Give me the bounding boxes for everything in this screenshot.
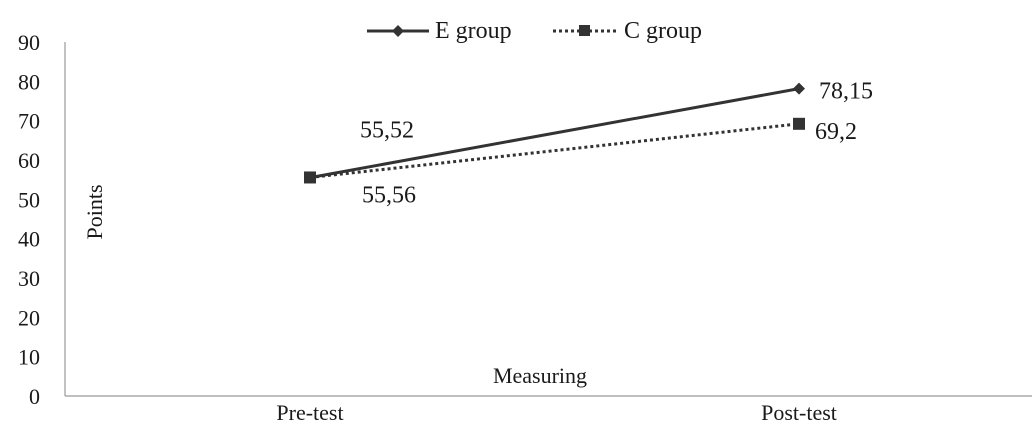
y-tick-label: 70 — [18, 109, 40, 134]
data-point-c-group-square-marker — [793, 117, 805, 130]
y-axis-title: Points — [82, 184, 107, 239]
legend-e-group-diamond-marker — [392, 25, 404, 37]
x-tick-label: Pre-test — [276, 400, 343, 425]
y-tick-label: 40 — [18, 227, 40, 252]
y-tick-label: 30 — [18, 266, 40, 291]
data-label-c-group: 69,2 — [815, 119, 857, 145]
y-tick-label: 0 — [29, 384, 40, 409]
legend-c-group-square-marker — [579, 25, 590, 36]
x-tick-labels: Pre-test Post-test — [276, 400, 837, 425]
y-tick-label: 80 — [18, 69, 40, 94]
data-point-e-group-diamond-marker — [793, 82, 805, 95]
y-tick-label: 20 — [18, 305, 40, 330]
series-line-e-group — [309, 87, 800, 180]
data-label-c-group: 55,56 — [362, 182, 416, 208]
x-axis-title: Measuring — [493, 363, 587, 388]
y-tick-label: 90 — [18, 30, 40, 55]
y-tick-label: 10 — [18, 345, 40, 370]
data-label-e-group: 55,52 — [360, 118, 414, 144]
legend-c-group-label: C group — [624, 18, 702, 44]
y-tick-label: 60 — [18, 148, 40, 173]
legend-e-group-label: E group — [435, 18, 512, 44]
y-tick-label: 50 — [18, 187, 40, 212]
x-tick-label: Post-test — [761, 400, 837, 425]
data-point-e-group-diamond-marker — [304, 171, 316, 184]
data-label-e-group: 78,15 — [819, 79, 873, 105]
series-line-c-group — [309, 122, 800, 179]
series-layer: 55,52 78,15 55,56 69,2 — [304, 79, 873, 208]
legend: E group C group — [367, 18, 702, 44]
y-tick-labels: 0 10 20 30 40 50 60 70 80 90 — [18, 30, 40, 409]
